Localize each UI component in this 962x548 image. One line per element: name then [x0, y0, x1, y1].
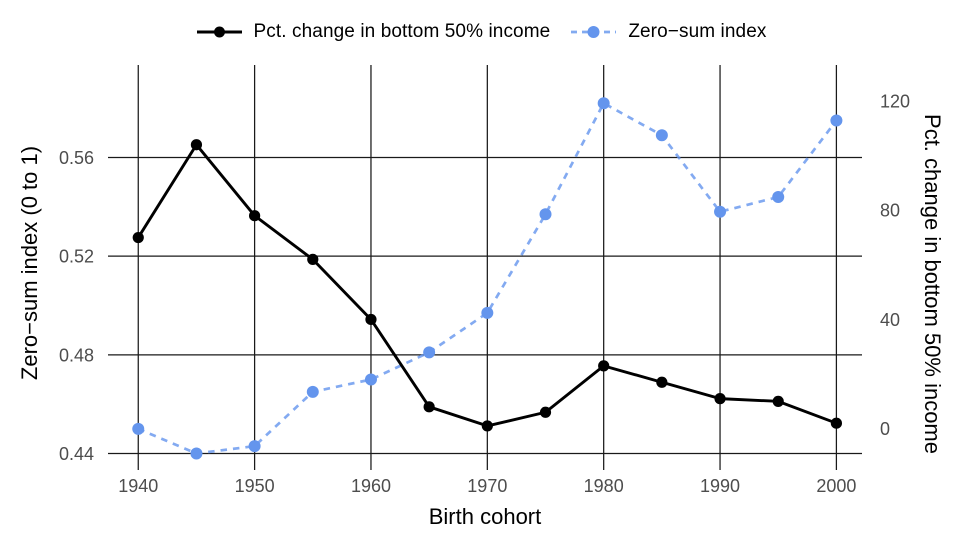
data-point-zero-sum-index-1990 [714, 205, 727, 218]
right-tick-label-0: 0 [880, 419, 890, 439]
data-point-pct-change-income-1990 [714, 393, 726, 405]
data-point-zero-sum-index-1985 [655, 129, 668, 142]
data-point-pct-change-income-1995 [772, 395, 784, 407]
x-tick-label-1960: 1960 [351, 476, 391, 496]
left-tick-label-0.56: 0.56 [59, 148, 94, 168]
data-point-pct-change-income-1940 [132, 231, 144, 244]
left-tick-label-0.44: 0.44 [59, 444, 94, 464]
left-axis-title: Zero−sum index (0 to 1) [17, 145, 42, 381]
data-point-pct-change-income-1945 [190, 139, 203, 151]
data-point-pct-change-income-1975 [539, 406, 552, 418]
right-axis-title: Pct. change in bottom 50% income [920, 114, 945, 454]
data-point-pct-change-income-1970 [481, 420, 493, 432]
x-axis-title: Birth cohort [428, 504, 542, 529]
data-point-zero-sum-index-2000 [830, 114, 843, 127]
data-point-pct-change-income-1950 [249, 210, 261, 222]
data-point-zero-sum-index-1960 [364, 373, 377, 386]
right-tick-label-80: 80 [880, 201, 900, 221]
data-point-zero-sum-index-1970 [481, 306, 494, 319]
x-tick-label-1980: 1980 [584, 476, 624, 496]
data-point-zero-sum-index-1965 [423, 346, 436, 359]
x-tick-label-1990: 1990 [700, 476, 740, 496]
left-tick-label-0.48: 0.48 [59, 345, 94, 365]
data-point-zero-sum-index-1940 [132, 422, 145, 435]
data-point-pct-change-income-1980 [598, 360, 610, 372]
data-point-zero-sum-index-1995 [772, 190, 785, 203]
data-point-zero-sum-index-1975 [539, 208, 552, 221]
right-tick-label-40: 40 [880, 310, 900, 330]
data-point-pct-change-income-1965 [423, 401, 435, 413]
x-tick-label-1950: 1950 [235, 476, 275, 496]
data-point-pct-change-income-1985 [656, 376, 668, 388]
x-tick-label-2000: 2000 [816, 476, 856, 496]
data-point-zero-sum-index-1950 [248, 440, 261, 453]
data-point-zero-sum-index-1980 [597, 97, 610, 110]
data-point-zero-sum-index-1955 [306, 385, 319, 398]
data-point-pct-change-income-1960 [365, 313, 377, 326]
right-tick-label-120: 120 [880, 92, 910, 112]
x-tick-label-1940: 1940 [118, 476, 158, 496]
data-point-pct-change-income-2000 [830, 417, 843, 429]
data-point-pct-change-income-1955 [307, 253, 319, 265]
data-point-zero-sum-index-1945 [190, 447, 203, 460]
left-tick-label-0.52: 0.52 [59, 247, 94, 267]
x-tick-label-1970: 1970 [467, 476, 507, 496]
